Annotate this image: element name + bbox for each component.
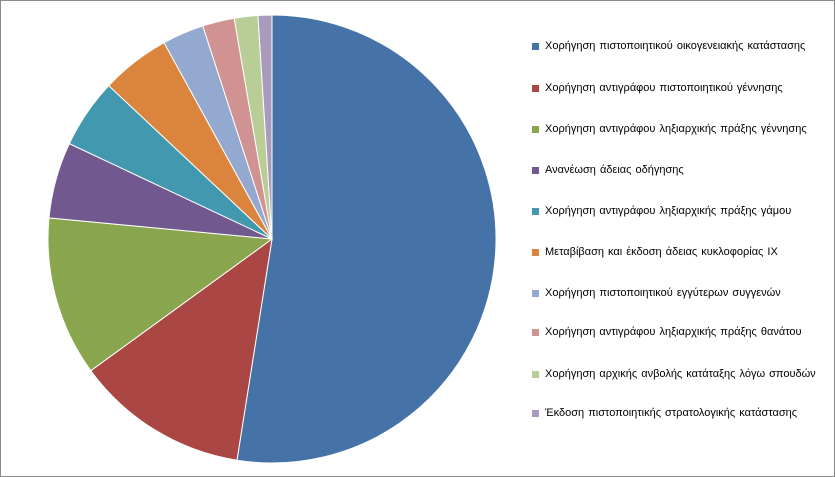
legend-label: Μεταβίβαση και έκδοση άδειας κυκλοφορίας… — [545, 246, 778, 258]
legend-label: Χορήγηση αρχικής ανβολής κατάταξης λόγω … — [545, 368, 816, 380]
pie-slice-1 — [90, 237, 273, 461]
legend-item-military-deferment: Χορήγηση αρχικής ανβολής κατάταξης λόγω … — [532, 367, 832, 382]
legend-item-next-of-kin: Χορήγηση πιστοποιητικού εγγύτερων συγγεν… — [532, 286, 832, 301]
legend-label: Χορήγηση αντιγράφου ληξιαρχικής πράξης θ… — [545, 326, 802, 338]
legend-item-birth-certificate: Χορήγηση αντιγράφου πιστοποιητικού γέννη… — [532, 81, 832, 96]
legend-swatch — [532, 290, 539, 297]
legend-swatch — [532, 167, 539, 174]
legend-item-birth-record: Χορήγηση αντιγράφου ληξιαρχικής πράξης γ… — [532, 122, 832, 137]
legend-swatch — [532, 410, 539, 417]
legend-item-vehicle-transfer: Μεταβίβαση και έκδοση άδειας κυκλοφορίας… — [532, 245, 832, 260]
legend-label: Χορήγηση πιστοποιητικού οικογενειακής κα… — [545, 40, 806, 52]
legend-swatch — [532, 126, 539, 133]
legend-label: Χορήγηση αντιγράφου πιστοποιητικού γέννη… — [545, 82, 783, 94]
pie-slice-2 — [47, 217, 274, 372]
legend-item-license-renewal: Ανανέωση άδειας οδήγησης — [532, 163, 832, 178]
legend-label: Ανανέωση άδειας οδήγησης — [545, 164, 684, 176]
legend-swatch — [532, 43, 539, 50]
legend-item-death-record: Χορήγηση αντιγράφου ληξιαρχικής πράξης θ… — [532, 325, 832, 340]
pie-slice-0 — [236, 14, 497, 464]
legend-swatch — [532, 208, 539, 215]
legend-swatch — [532, 249, 539, 256]
legend-label: Χορήγηση πιστοποιητικού εγγύτερων συγγεν… — [545, 287, 781, 299]
legend-swatch — [532, 85, 539, 92]
legend-swatch — [532, 371, 539, 378]
legend-item-marriage-record: Χορήγηση αντιγράφου ληξιαρχικής πράξης γ… — [532, 204, 832, 219]
pie-slice-9 — [257, 14, 273, 240]
legend-swatch — [532, 329, 539, 336]
legend-item-military-status: Έκδοση πιστοποιητικής στρατολογικής κατά… — [532, 406, 832, 421]
legend-item-family-status: Χορήγηση πιστοποιητικού οικογενειακής κα… — [532, 39, 832, 54]
legend-label: Έκδοση πιστοποιητικής στρατολογικής κατά… — [545, 407, 798, 419]
legend-label: Χορήγηση αντιγράφου ληξιαρχικής πράξης γ… — [545, 205, 792, 217]
legend-label: Χορήγηση αντιγράφου ληξιαρχικής πράξης γ… — [545, 123, 807, 135]
